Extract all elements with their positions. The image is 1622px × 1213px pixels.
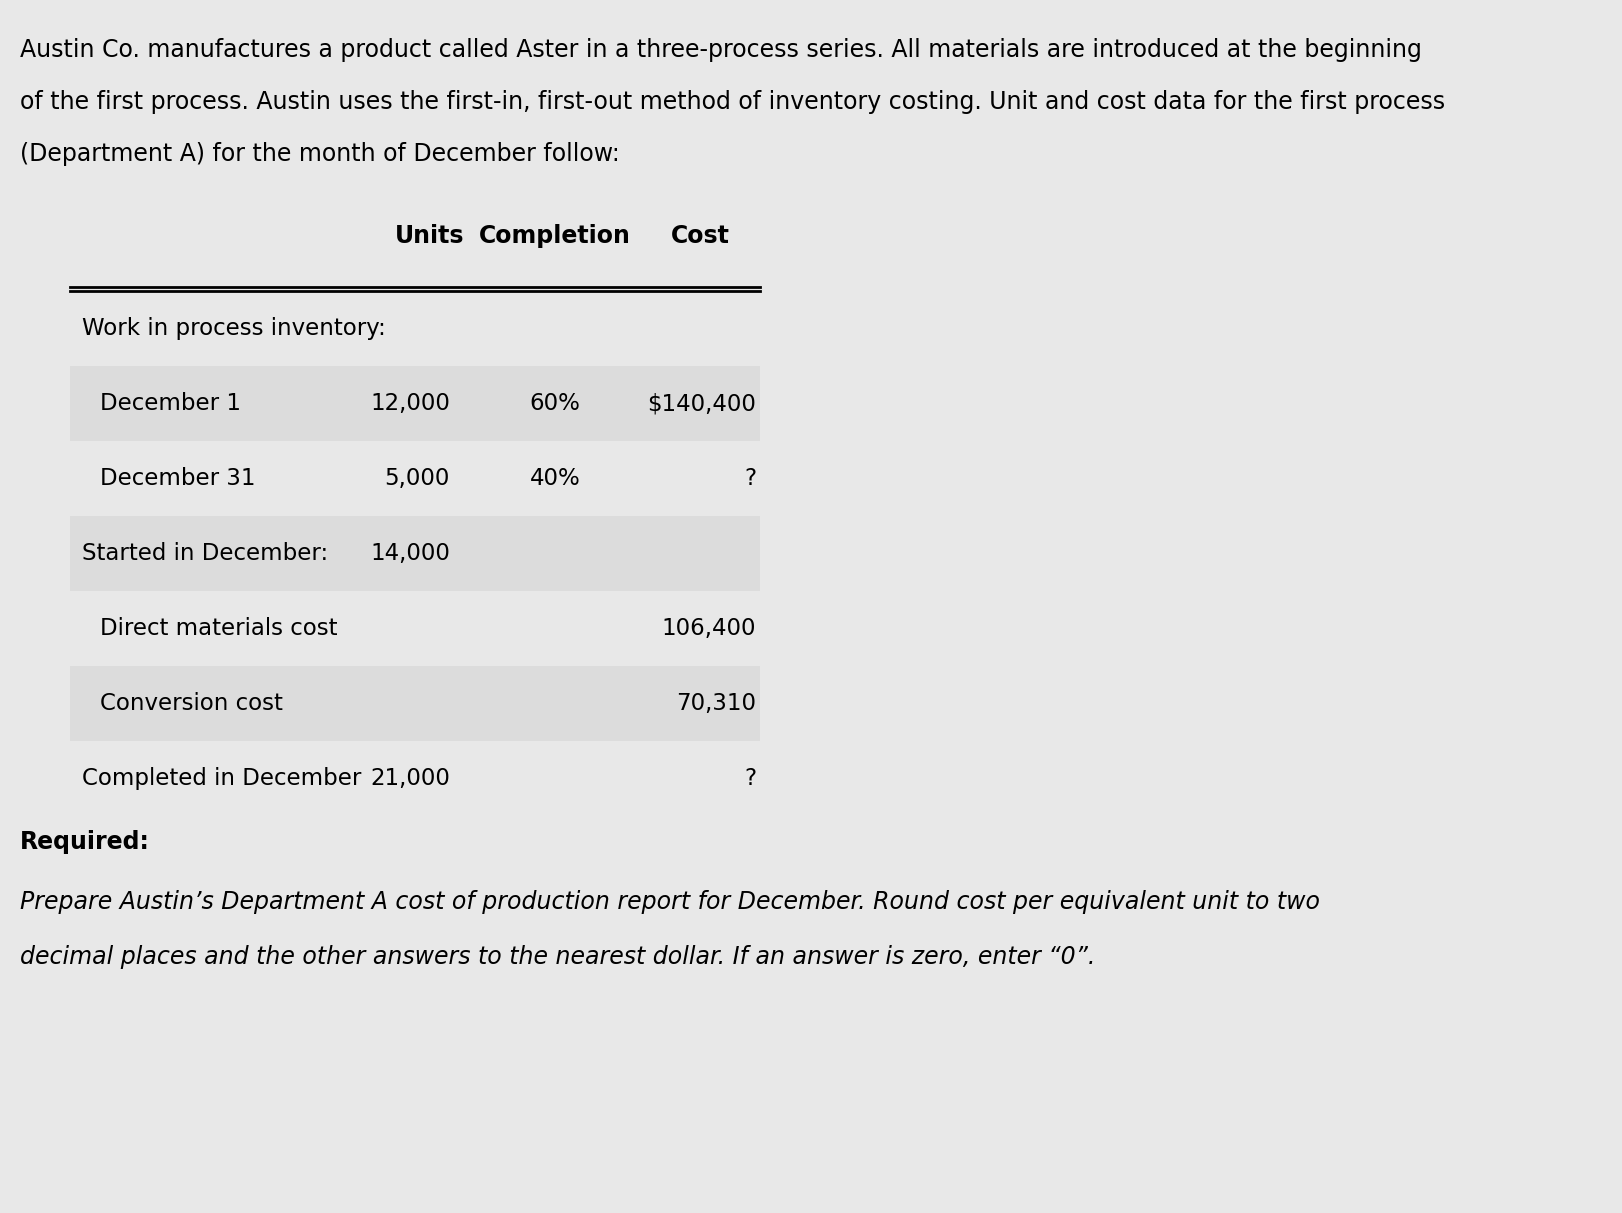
Text: 12,000: 12,000 (370, 392, 449, 415)
Bar (70, 666, 761, 741)
Text: Completed in December: Completed in December (83, 767, 362, 790)
Text: Direct materials cost: Direct materials cost (101, 617, 337, 640)
Text: Units: Units (396, 224, 466, 247)
Text: 60%: 60% (529, 392, 581, 415)
Bar (70, 516, 761, 591)
Text: decimal places and the other answers to the nearest dollar. If an answer is zero: decimal places and the other answers to … (19, 945, 1095, 969)
Text: ?: ? (744, 467, 756, 490)
Text: 40%: 40% (530, 467, 581, 490)
Text: Austin Co. manufactures a product called Aster in a three-process series. All ma: Austin Co. manufactures a product called… (19, 38, 1422, 62)
Text: Started in December:: Started in December: (83, 542, 328, 565)
Text: 5,000: 5,000 (384, 467, 449, 490)
Text: December 1: December 1 (101, 392, 242, 415)
Text: $140,400: $140,400 (647, 392, 756, 415)
Text: Completion: Completion (478, 224, 631, 247)
Text: 14,000: 14,000 (370, 542, 449, 565)
Text: 70,310: 70,310 (676, 691, 756, 714)
Text: 106,400: 106,400 (662, 617, 756, 640)
Text: Work in process inventory:: Work in process inventory: (83, 317, 386, 340)
Text: Cost: Cost (670, 224, 730, 247)
Text: 21,000: 21,000 (370, 767, 449, 790)
Text: ?: ? (744, 767, 756, 790)
Text: December 31: December 31 (101, 467, 256, 490)
Text: Conversion cost: Conversion cost (101, 691, 282, 714)
Text: of the first process. Austin uses the first-in, first-out method of inventory co: of the first process. Austin uses the fi… (19, 90, 1445, 114)
Text: (Department A) for the month of December follow:: (Department A) for the month of December… (19, 142, 620, 166)
Text: Prepare Austin’s Department A cost of production report for December. Round cost: Prepare Austin’s Department A cost of pr… (19, 890, 1320, 915)
Text: Required:: Required: (19, 830, 149, 854)
Bar (70, 366, 761, 442)
